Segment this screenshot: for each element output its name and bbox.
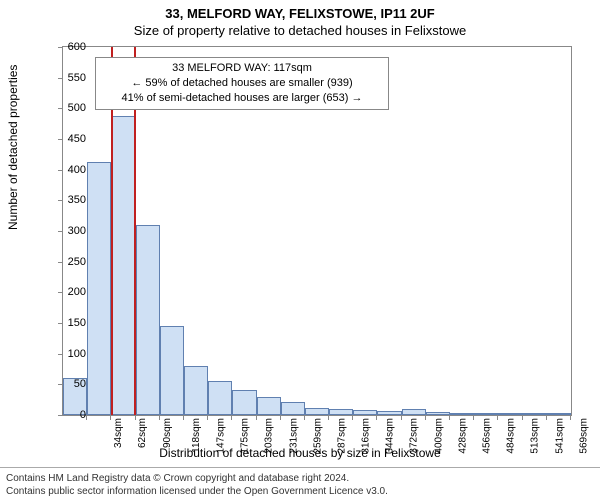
y-tick-mark <box>58 231 62 232</box>
x-tick-label: 344sqm <box>385 418 396 454</box>
x-tick-label: 541sqm <box>554 418 565 454</box>
x-tick-mark <box>256 416 257 420</box>
x-tick-label: 90sqm <box>162 418 173 448</box>
x-tick-mark <box>304 416 305 420</box>
x-tick-label: 484sqm <box>506 418 517 454</box>
x-tick-label: 287sqm <box>336 418 347 454</box>
x-tick-label: 147sqm <box>216 418 227 454</box>
x-tick-mark <box>352 416 353 420</box>
x-tick-mark <box>328 416 329 420</box>
x-tick-mark <box>473 416 474 420</box>
y-tick-mark <box>58 200 62 201</box>
x-tick-mark <box>135 416 136 420</box>
histogram-bar <box>87 162 111 415</box>
x-tick-mark <box>207 416 208 420</box>
x-tick-label: 569sqm <box>578 418 589 454</box>
histogram-bar <box>426 412 450 415</box>
x-tick-label: 513sqm <box>530 418 541 454</box>
x-tick-mark <box>110 416 111 420</box>
title-sub: Size of property relative to detached ho… <box>0 21 600 38</box>
histogram-bar <box>184 366 208 415</box>
x-tick-label: 316sqm <box>361 418 372 454</box>
footer-line1: Contains HM Land Registry data © Crown c… <box>6 472 594 485</box>
annotation-line1: 33 MELFORD WAY: 117sqm <box>102 61 382 76</box>
x-tick-label: 259sqm <box>312 418 323 454</box>
histogram-bar <box>474 413 498 415</box>
x-tick-label: 118sqm <box>191 418 202 453</box>
histogram-bar <box>232 390 256 415</box>
x-tick-mark <box>159 416 160 420</box>
footer: Contains HM Land Registry data © Crown c… <box>0 467 600 498</box>
y-tick-mark <box>58 323 62 324</box>
histogram-bar <box>111 116 135 415</box>
x-tick-mark <box>497 416 498 420</box>
annotation-line3: 41% of semi-detached houses are larger (… <box>102 91 382 106</box>
histogram-bar <box>305 408 329 415</box>
y-tick-mark <box>58 170 62 171</box>
x-tick-mark <box>449 416 450 420</box>
x-tick-mark <box>401 416 402 420</box>
x-tick-mark <box>546 416 547 420</box>
annotation-line2: ← 59% of detached houses are smaller (93… <box>102 76 382 91</box>
histogram-bar <box>450 413 474 415</box>
y-tick-mark <box>58 139 62 140</box>
y-tick-mark <box>58 292 62 293</box>
histogram-bar <box>377 411 401 415</box>
histogram-bar <box>523 413 547 415</box>
x-tick-mark <box>86 416 87 420</box>
x-tick-mark <box>280 416 281 420</box>
y-tick-mark <box>58 108 62 109</box>
x-tick-mark <box>183 416 184 420</box>
x-tick-mark <box>570 416 571 420</box>
chart-plot-area: 33 MELFORD WAY: 117sqm ← 59% of detached… <box>62 46 572 416</box>
annotation-box: 33 MELFORD WAY: 117sqm ← 59% of detached… <box>95 57 389 110</box>
x-tick-label: 203sqm <box>264 418 275 454</box>
histogram-bar <box>136 225 160 415</box>
histogram-bar <box>160 326 184 415</box>
y-tick-mark <box>58 384 62 385</box>
histogram-bar <box>281 402 305 415</box>
histogram-bar <box>402 409 426 415</box>
histogram-bar <box>498 413 522 415</box>
x-tick-mark <box>376 416 377 420</box>
y-tick-mark <box>58 415 62 416</box>
x-tick-label: 231sqm <box>288 418 299 454</box>
histogram-bar <box>257 397 281 415</box>
footer-line2: Contains public sector information licen… <box>6 485 594 498</box>
y-axis-label: Number of detached properties <box>6 65 20 230</box>
chart-container: 33, MELFORD WAY, FELIXSTOWE, IP11 2UF Si… <box>0 0 600 500</box>
histogram-bar <box>353 410 377 415</box>
histogram-bar <box>329 409 353 415</box>
x-tick-label: 62sqm <box>137 418 148 448</box>
title-main: 33, MELFORD WAY, FELIXSTOWE, IP11 2UF <box>0 0 600 21</box>
x-tick-label: 456sqm <box>482 418 493 454</box>
y-tick-mark <box>58 78 62 79</box>
x-tick-label: 428sqm <box>457 418 468 454</box>
histogram-bar <box>547 413 571 415</box>
y-tick-mark <box>58 262 62 263</box>
x-tick-label: 175sqm <box>240 418 251 454</box>
x-tick-label: 372sqm <box>409 418 420 454</box>
x-tick-label: 400sqm <box>433 418 444 454</box>
y-tick-mark <box>58 354 62 355</box>
histogram-bar <box>208 381 232 415</box>
x-tick-label: 34sqm <box>113 418 124 448</box>
y-tick-mark <box>58 47 62 48</box>
x-tick-mark <box>522 416 523 420</box>
x-tick-mark <box>425 416 426 420</box>
x-tick-mark <box>231 416 232 420</box>
